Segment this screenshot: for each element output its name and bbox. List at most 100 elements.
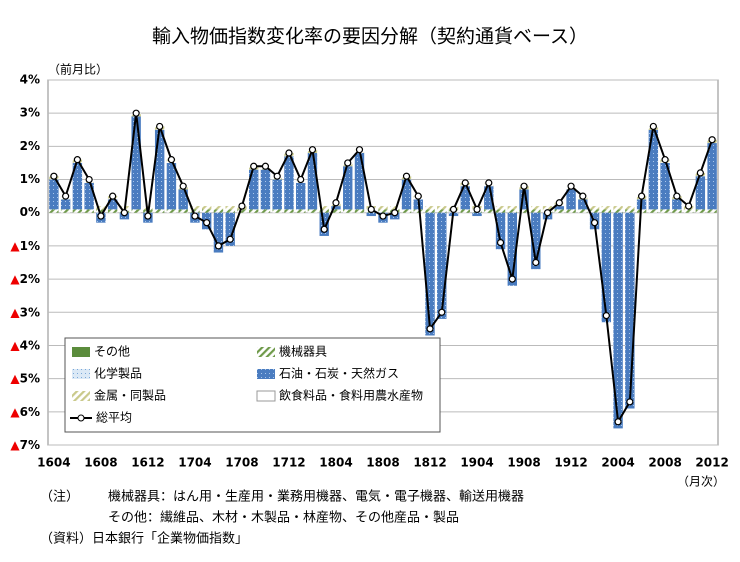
legend-label: 総平均: [96, 411, 132, 425]
bar-segment: [437, 212, 447, 319]
line-marker: [590, 219, 599, 227]
bar-segment: [60, 209, 71, 213]
bar-segment: [578, 199, 588, 210]
y-tick-label: 1%: [20, 172, 40, 186]
bar-segment: [531, 206, 541, 210]
line-marker: [167, 156, 176, 164]
line-marker: [109, 192, 117, 200]
line-marker: [120, 209, 129, 217]
bar-segment: [566, 189, 576, 210]
x-tick-label: 1808: [366, 456, 399, 470]
bar-segment: [72, 162, 83, 210]
line-marker: [226, 235, 234, 243]
bar-segment: [425, 206, 435, 210]
y-axis-label: （前月比）: [48, 62, 108, 77]
bar-segment: [531, 209, 541, 213]
note: （資料）日本銀行「企業物価指数」: [40, 531, 248, 547]
bar-segment: [84, 209, 94, 213]
line-marker: [673, 192, 681, 200]
bar-segment: [460, 186, 470, 210]
line-marker: [555, 199, 563, 207]
bar-segment: [96, 206, 106, 210]
bar-segment: [296, 182, 306, 210]
line-marker: [344, 159, 352, 167]
bar-segment: [213, 206, 224, 210]
line-marker: [696, 169, 704, 177]
x-axis-label: （月次）: [677, 475, 725, 489]
bar-segment: [378, 209, 388, 213]
bar-segment: [542, 206, 553, 210]
line-marker: [320, 225, 328, 233]
bar-segment: [554, 206, 565, 210]
line-marker: [355, 146, 364, 154]
bar-segment: [437, 206, 447, 210]
legend-swatch: [72, 347, 90, 357]
bar-segment: [107, 199, 118, 210]
legend-swatch: [256, 390, 276, 402]
bar-segment: [296, 209, 306, 213]
y-tick-label: 2%: [20, 139, 40, 153]
bar-segment: [495, 206, 506, 210]
bar-segment: [660, 162, 670, 210]
line-marker: [238, 202, 246, 210]
bar-segment: [601, 212, 612, 323]
x-tick-label: 1812: [413, 456, 446, 470]
line-marker: [261, 162, 270, 170]
bar-segment: [49, 179, 59, 210]
bar-segment: [260, 209, 271, 213]
bar-segment: [648, 129, 659, 210]
y-tick-label: ▲2%: [10, 272, 40, 286]
legend-swatch: [257, 347, 275, 357]
legend-swatch: [257, 369, 275, 379]
bar-segment: [507, 206, 517, 210]
line-marker: [602, 311, 610, 320]
bar-segment: [84, 182, 94, 210]
bar-segment: [495, 212, 506, 250]
chart-title: 輸入物価指数変化率の要因分解（契約通貨ベース）: [152, 26, 588, 48]
note: その他：繊維品、木材・木製品・林産物、その他産品・製品: [108, 510, 459, 526]
bar-segment: [554, 209, 565, 213]
bar-segment: [425, 209, 435, 213]
legend-label: 化学製品: [94, 366, 142, 381]
bar-segment: [390, 206, 400, 210]
line-marker: [496, 238, 505, 247]
bar-segment: [213, 209, 224, 213]
line-marker: [508, 275, 516, 283]
line-marker: [62, 192, 70, 200]
x-tick-label: 1908: [507, 456, 540, 470]
bar-segment: [272, 179, 282, 210]
line-marker: [449, 205, 458, 214]
line-marker: [543, 209, 552, 217]
line-marker: [438, 308, 446, 316]
bar-segment: [589, 206, 600, 210]
line-marker: [85, 175, 93, 184]
line-marker: [285, 149, 293, 157]
bar-segment: [601, 209, 612, 213]
line-marker: [214, 242, 223, 250]
bar-segment: [131, 209, 141, 213]
y-tick-label: ▲4%: [10, 338, 40, 352]
line-marker: [649, 122, 657, 131]
bar-segment: [354, 153, 365, 210]
bar-segment: [601, 206, 612, 210]
bar-segment: [166, 209, 177, 213]
x-tick-label: 2008: [648, 456, 681, 470]
bar-segment: [225, 209, 235, 213]
bar-segment: [319, 206, 329, 210]
bar-segment: [613, 212, 623, 429]
bar-segment: [507, 212, 517, 286]
bar-segment: [237, 209, 247, 213]
bar-segment: [413, 209, 423, 213]
bar-segment: [72, 209, 83, 213]
line-marker: [144, 212, 152, 220]
bar-segment: [484, 209, 494, 213]
x-tick-label: 1604: [37, 456, 70, 470]
bar-segment: [613, 209, 623, 213]
bar-segment: [695, 176, 706, 210]
bar-segment: [154, 209, 165, 213]
bar-segment: [625, 206, 635, 210]
line-marker: [73, 156, 81, 164]
line-marker: [297, 175, 305, 184]
bar-segment: [166, 162, 177, 210]
